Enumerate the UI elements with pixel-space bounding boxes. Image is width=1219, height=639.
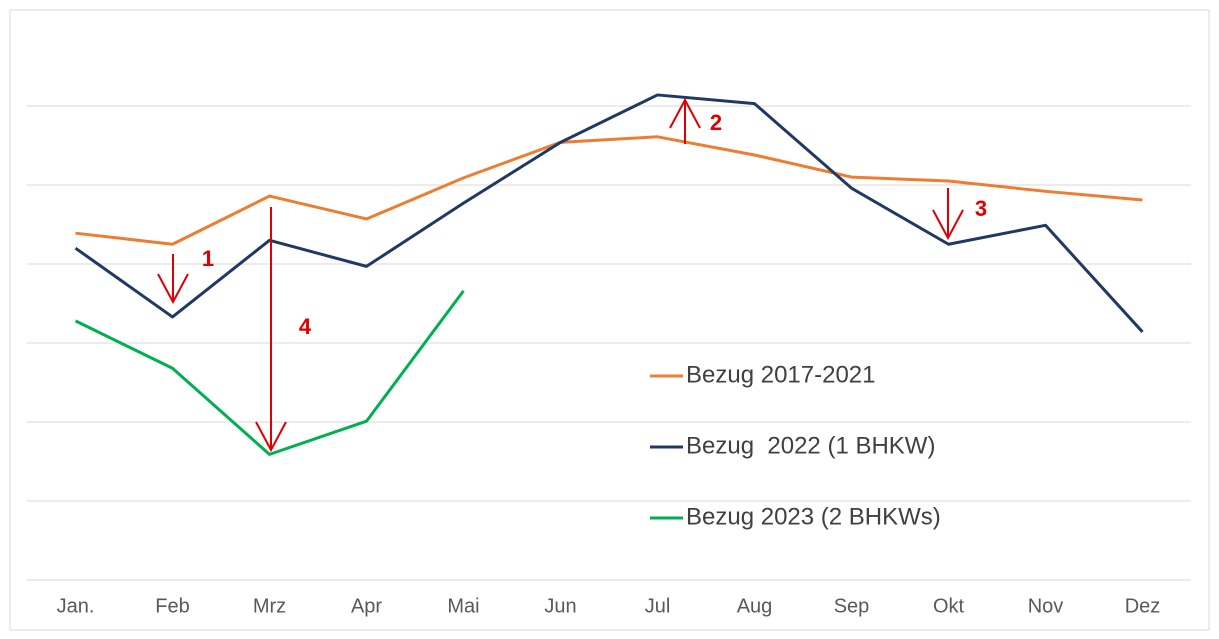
x-tick-label: Mrz xyxy=(253,595,286,617)
legend-label: Bezug 2022 (1 BHKW) xyxy=(686,432,935,459)
series-line xyxy=(74,289,465,456)
x-tick-label: Jul xyxy=(645,595,671,617)
legend-label: Bezug 2017-2021 xyxy=(686,361,876,388)
x-tick-label: Nov xyxy=(1028,595,1064,617)
x-tick-label: Feb xyxy=(155,595,189,617)
chart-border xyxy=(9,9,1210,631)
x-tick-label: Jan. xyxy=(57,595,95,617)
x-tick-label: Aug xyxy=(737,595,773,617)
annotation-label: 4 xyxy=(299,314,312,339)
annotation-label: 2 xyxy=(710,110,722,135)
annotation-arrow xyxy=(932,188,964,241)
x-tick-label: Okt xyxy=(933,595,965,617)
legend-label: Bezug 2023 (2 BHKWs) xyxy=(686,503,941,530)
x-tick-label: Sep xyxy=(834,595,870,617)
x-tick-label: Dez xyxy=(1125,595,1161,617)
x-tick-label: Mai xyxy=(447,595,479,617)
series-line xyxy=(74,93,1144,333)
annotation-arrow xyxy=(157,254,189,305)
annotation-arrow xyxy=(255,207,287,453)
x-tick-label: Apr xyxy=(351,595,382,617)
series-line xyxy=(75,135,1143,246)
annotation-arrow xyxy=(669,97,701,144)
x-tick-label: Jun xyxy=(544,595,576,617)
annotation-label: 1 xyxy=(202,246,214,271)
annotation-label: 3 xyxy=(975,196,987,221)
